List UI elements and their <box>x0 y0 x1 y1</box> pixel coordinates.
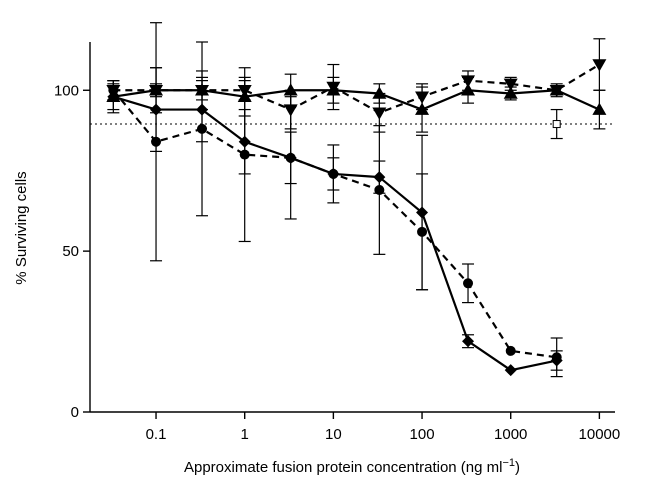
triangle-down-marker <box>461 75 476 88</box>
diamond-marker <box>238 135 251 148</box>
x-tick-label: 10 <box>325 426 342 443</box>
triangle-down-marker <box>549 85 564 98</box>
plot-area: 0 50 100 0.1 1 10 100 1000 10000 <box>54 22 621 443</box>
y-tick-label: 50 <box>62 243 79 260</box>
diamond-marker <box>196 103 209 116</box>
triangle-down-marker <box>415 91 430 104</box>
diamond-marker <box>504 364 517 377</box>
series-markers <box>106 59 607 377</box>
circle-series-line <box>112 89 557 359</box>
circle-marker <box>328 168 339 179</box>
x-axis-label-sup: −1 <box>502 457 515 469</box>
circle-marker <box>505 345 516 356</box>
triangle-down-marker <box>195 85 210 98</box>
x-axis-label-end: ) <box>515 459 520 476</box>
x-tick-label: 100 <box>410 426 435 443</box>
triangle-up-marker <box>372 86 387 99</box>
x-tick-label: 10000 <box>579 426 621 443</box>
triangle-up-marker <box>415 102 430 115</box>
triangle-up-marker <box>283 83 298 96</box>
x-axis-label-main: Approximate fusion protein concentration… <box>184 459 503 476</box>
x-axis-ticks: 0.1 1 10 100 1000 10000 <box>146 412 621 443</box>
diamond-marker <box>462 335 475 348</box>
circle-marker <box>151 136 162 147</box>
y-axis-ticks: 0 50 100 <box>54 82 90 421</box>
triangle-down-marker <box>149 85 164 98</box>
y-tick-label: 0 <box>71 404 79 421</box>
circle-marker <box>285 152 296 163</box>
series-lines <box>112 63 600 372</box>
y-tick-label: 100 <box>54 82 79 99</box>
diamond-series-line <box>113 95 557 372</box>
open-square-marker <box>552 120 561 129</box>
circle-marker <box>374 185 385 195</box>
circle-marker <box>417 226 428 237</box>
error-bars <box>107 22 606 378</box>
triangle-down-marker <box>237 85 252 98</box>
x-tick-label: 1000 <box>494 426 527 443</box>
triangle-down-marker <box>592 59 607 72</box>
triangle-down-marker <box>283 104 298 117</box>
diamond-marker <box>373 171 386 184</box>
diamond-marker <box>416 206 429 219</box>
triangle-down-marker <box>503 78 518 91</box>
circle-marker <box>551 352 562 363</box>
triangle-down-marker <box>326 81 341 95</box>
triangle-up-marker <box>592 102 607 115</box>
triangle-up-marker <box>461 83 476 96</box>
triangle-up-series-line <box>113 89 600 111</box>
x-axis-label: Approximate fusion protein concentration… <box>184 457 520 476</box>
triangle-down-marker <box>372 107 387 120</box>
circle-marker <box>239 149 250 160</box>
diamond-marker <box>150 103 163 116</box>
x-tick-label: 0.1 <box>146 426 167 443</box>
triangle-down-series-line <box>113 63 600 114</box>
x-tick-label: 1 <box>241 426 249 443</box>
y-axis-label: % Surviving cells <box>13 171 30 284</box>
triangle-up-marker <box>503 86 518 99</box>
circle-marker <box>463 278 474 289</box>
circle-marker <box>197 123 208 134</box>
circle-marker <box>108 85 119 96</box>
